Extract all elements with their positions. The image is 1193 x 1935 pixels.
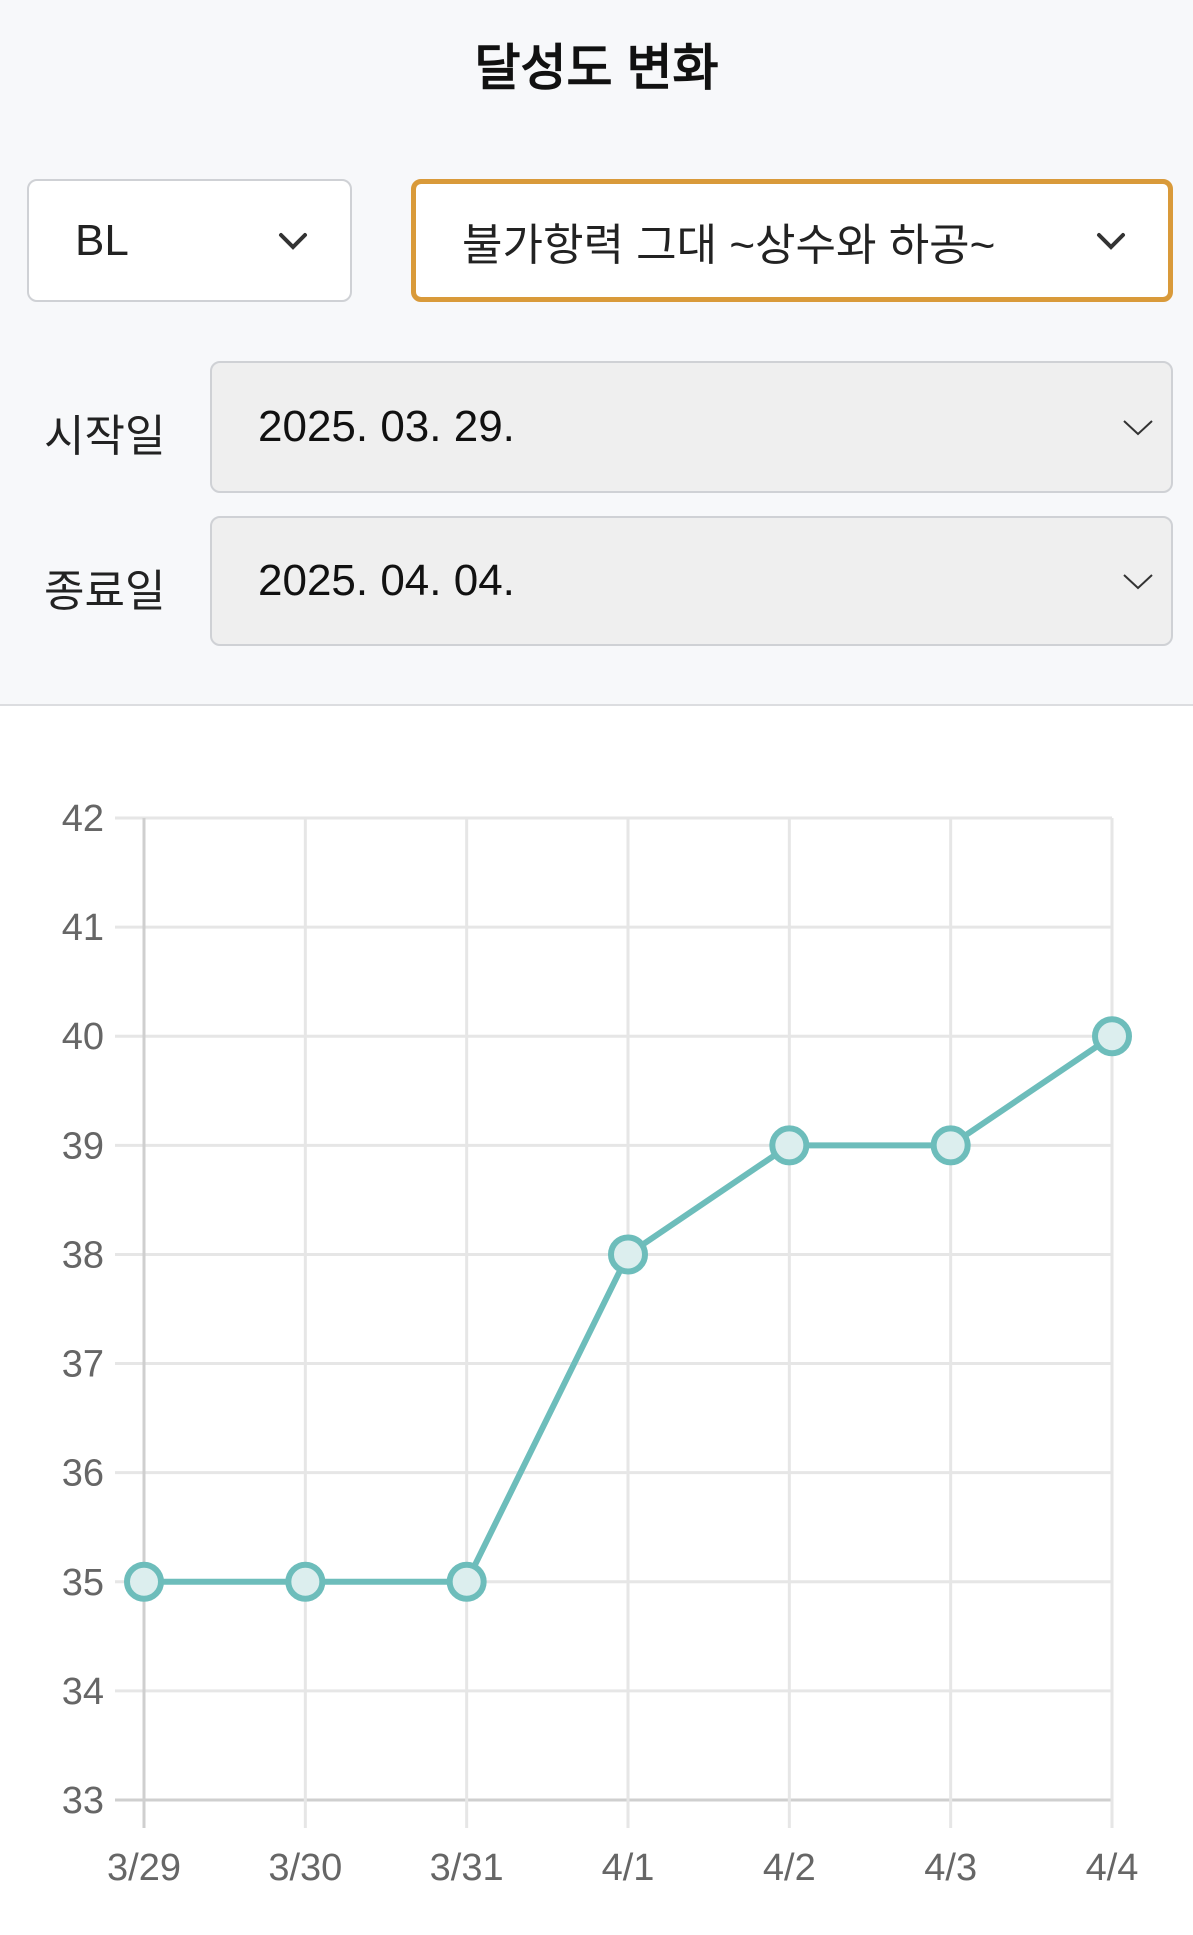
x-tick-label: 4/1 xyxy=(602,1847,655,1889)
page-title: 달성도 변화 xyxy=(474,40,719,96)
y-tick-label: 33 xyxy=(62,1780,104,1822)
series-line xyxy=(144,1033,1114,1585)
y-tick-label: 39 xyxy=(62,1125,104,1167)
start-date-value: 2025. 03. 29. xyxy=(258,402,515,451)
chevron-down-icon xyxy=(1097,232,1125,250)
data-point xyxy=(769,1125,810,1166)
start-date-label: 시작일 xyxy=(44,412,166,461)
end-date-value: 2025. 04. 04. xyxy=(258,556,515,605)
work-value: 불가항력 그대 ~상수와 하공~ xyxy=(462,220,996,270)
data-point xyxy=(1092,1016,1132,1057)
x-tick-label: 3/29 xyxy=(107,1847,181,1889)
filter-panel: 달성도 변화 BL 불가항력 그대 ~상수와 하공~ 시작일 2025. 03.… xyxy=(0,0,1193,706)
data-point xyxy=(608,1234,648,1275)
data-point xyxy=(446,1561,487,1602)
y-tick-label: 38 xyxy=(62,1234,104,1276)
y-tick-label: 40 xyxy=(62,1016,104,1058)
y-tick-label: 41 xyxy=(62,907,104,949)
category-select[interactable]: BL xyxy=(27,179,352,302)
x-tick-label: 4/4 xyxy=(1086,1847,1139,1889)
work-select[interactable]: 불가항력 그대 ~상수와 하공~ xyxy=(411,179,1173,302)
chevron-down-icon xyxy=(1123,420,1153,436)
data-point xyxy=(124,1561,164,1602)
x-tick-label: 4/2 xyxy=(763,1847,816,1889)
y-tick-label: 36 xyxy=(62,1453,104,1495)
chevron-down-icon xyxy=(1123,574,1153,590)
chevron-down-icon xyxy=(279,232,307,250)
y-tick-label: 37 xyxy=(62,1344,104,1386)
end-date-input[interactable]: 2025. 04. 04. xyxy=(210,516,1173,646)
x-tick-label: 3/30 xyxy=(268,1847,342,1889)
x-tick-label: 4/3 xyxy=(924,1847,977,1889)
category-value: BL xyxy=(75,215,129,265)
data-point xyxy=(285,1561,326,1602)
end-date-label: 종료일 xyxy=(44,567,166,616)
data-point xyxy=(930,1125,971,1166)
start-date-input[interactable]: 2025. 03. 29. xyxy=(210,361,1173,493)
y-tick-label: 34 xyxy=(62,1671,104,1713)
y-tick-label: 35 xyxy=(62,1562,104,1604)
x-tick-label: 3/31 xyxy=(430,1847,504,1889)
y-tick-label: 42 xyxy=(62,798,104,840)
